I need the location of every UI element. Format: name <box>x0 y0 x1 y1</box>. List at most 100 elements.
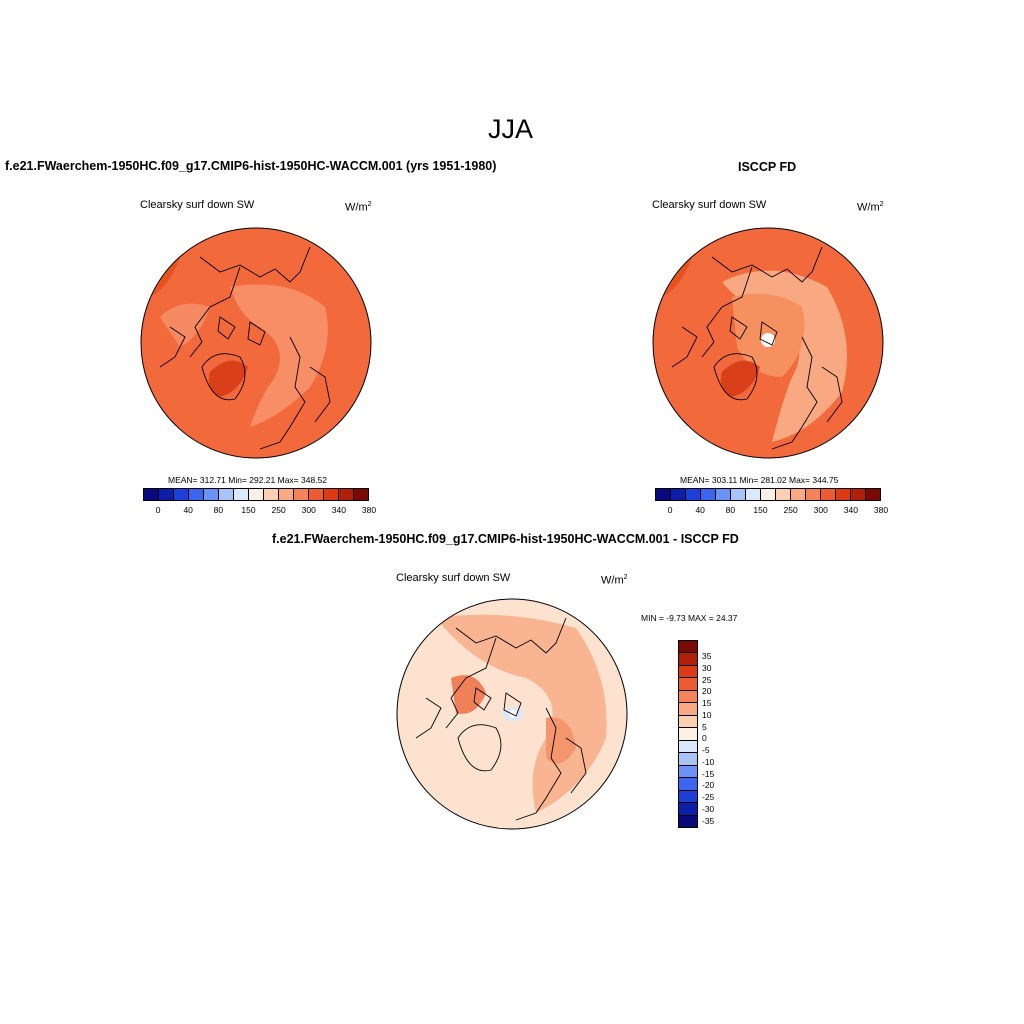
colorbar-tick-label: 40 <box>183 505 193 515</box>
colorbar-swatch <box>716 489 731 500</box>
colorbar-swatch <box>851 489 866 500</box>
model-colorbar <box>143 488 369 501</box>
diff-units-sup: 2 <box>623 574 628 581</box>
colorbar-swatch <box>731 489 746 500</box>
obs-map-region-light <box>722 270 847 442</box>
diff-map-region-mid <box>436 614 607 813</box>
colorbar-swatch <box>679 803 697 816</box>
colorbar-swatch <box>836 489 851 500</box>
obs-variable-label: Clearsky surf down SW <box>652 199 767 211</box>
diff-map-border <box>396 598 628 830</box>
colorbar-swatch <box>679 678 697 691</box>
obs-colorbar <box>655 488 881 501</box>
colorbar-swatch <box>679 728 697 741</box>
colorbar-tick-label: -25 <box>702 792 715 803</box>
diff-units-label: W/m2 <box>601 574 628 587</box>
colorbar-swatch <box>866 489 880 500</box>
colorbar-tick-label: 0 <box>702 733 707 744</box>
colorbar-tick-label: 340 <box>331 505 346 515</box>
colorbar-swatch <box>249 489 264 500</box>
obs-units-sup: 2 <box>879 201 884 208</box>
diff-units-text: W/m <box>601 574 624 587</box>
obs-pole-hole <box>761 333 775 347</box>
colorbar-tick-label: 40 <box>695 505 705 515</box>
colorbar-swatch <box>656 489 671 500</box>
diff-colorbar-ticks: 35 30 25 20 15 10 5 0 -5 -10 -15 -20 -25 -30 -35 <box>702 640 732 828</box>
colorbar-swatch <box>671 489 686 500</box>
colorbar-swatch <box>324 489 339 500</box>
colorbar-tick-label: 80 <box>725 505 736 515</box>
colorbar-swatch <box>761 489 776 500</box>
colorbar-swatch <box>679 665 697 679</box>
colorbar-tick-label: 300 <box>813 505 828 515</box>
colorbar-swatch <box>219 489 234 500</box>
model-stats: MEAN= 312.71 Min= 292.21 Max= 348.52 <box>168 475 328 485</box>
model-map-region-dark <box>208 360 248 397</box>
colorbar-tick-label: -20 <box>702 780 715 791</box>
obs-colorbar-ticks: 0 40 80 150 250 300 340 380 <box>655 505 888 517</box>
colorbar-tick-label: 250 <box>783 505 798 515</box>
colorbar-swatch <box>679 641 697 654</box>
obs-map-border <box>652 227 884 459</box>
diff-panel-title: f.e21.FWaerchem-1950HC.f09_g17.CMIP6-his… <box>272 532 739 546</box>
colorbar-swatch <box>679 790 697 804</box>
colorbar-swatch <box>679 703 697 716</box>
colorbar-tick-label: -5 <box>702 745 710 756</box>
diff-polar-map <box>396 598 628 830</box>
diff-coastlines <box>415 617 587 821</box>
colorbar-swatch <box>791 489 806 500</box>
colorbar-swatch <box>294 489 309 500</box>
model-colorbar-ticks: 0 40 80 150 250 300 340 380 <box>143 505 376 517</box>
colorbar-tick-label: 380 <box>361 505 377 515</box>
colorbar-tick-label: -35 <box>702 815 715 826</box>
colorbar-tick-label: 15 <box>702 698 712 709</box>
model-coastlines <box>159 246 331 450</box>
colorbar-swatch <box>174 489 189 500</box>
obs-map-region-dark <box>720 360 760 397</box>
colorbar-tick-label: 10 <box>702 709 712 720</box>
colorbar-tick-label: 300 <box>301 505 316 515</box>
colorbar-swatch <box>204 489 219 500</box>
obs-coastlines <box>671 246 843 450</box>
colorbar-swatch <box>679 715 697 729</box>
colorbar-swatch <box>679 740 697 754</box>
colorbar-swatch <box>776 489 791 500</box>
diff-colorbar <box>678 640 698 828</box>
model-panel-title: f.e21.FWaerchem-1950HC.f09_g17.CMIP6-his… <box>5 159 497 173</box>
colorbar-swatch <box>686 489 701 500</box>
model-units-label: W/m2 <box>345 201 372 214</box>
model-map-border <box>140 227 372 459</box>
obs-polar-map <box>652 227 884 459</box>
colorbar-tick-label: 340 <box>843 505 858 515</box>
colorbar-tick-label: 20 <box>702 686 712 697</box>
colorbar-swatch <box>679 765 697 779</box>
colorbar-swatch <box>806 489 821 500</box>
obs-units-label: W/m2 <box>857 201 884 214</box>
model-map-region-light <box>230 284 328 427</box>
colorbar-tick-label: 35 <box>702 651 712 662</box>
colorbar-tick-label: 80 <box>213 505 224 515</box>
model-units-sup: 2 <box>367 201 372 208</box>
colorbar-tick-label: -15 <box>702 768 715 779</box>
colorbar-tick-label: 5 <box>702 721 707 732</box>
colorbar-tick-label: 380 <box>873 505 889 515</box>
diff-stats: MIN = -9.73 MAX = 24.37 <box>641 613 738 623</box>
model-units-text: W/m <box>345 201 368 214</box>
colorbar-tick-label: -30 <box>702 803 715 814</box>
colorbar-swatch <box>339 489 354 500</box>
colorbar-tick-label: -10 <box>702 756 715 767</box>
obs-stats: MEAN= 303.11 Min= 281.02 Max= 344.75 <box>680 475 839 485</box>
colorbar-swatch <box>234 489 249 500</box>
colorbar-swatch <box>354 489 368 500</box>
model-map-region-light2 <box>160 303 210 347</box>
colorbar-swatch <box>679 753 697 766</box>
colorbar-tick-label: 30 <box>702 662 712 673</box>
colorbar-swatch <box>159 489 174 500</box>
colorbar-swatch <box>679 778 697 791</box>
colorbar-tick-label: 150 <box>753 505 768 515</box>
colorbar-swatch <box>701 489 716 500</box>
colorbar-tick-label: 0 <box>667 505 673 515</box>
diff-map-region-dark2 <box>546 717 576 764</box>
colorbar-swatch <box>264 489 279 500</box>
colorbar-swatch <box>746 489 761 500</box>
